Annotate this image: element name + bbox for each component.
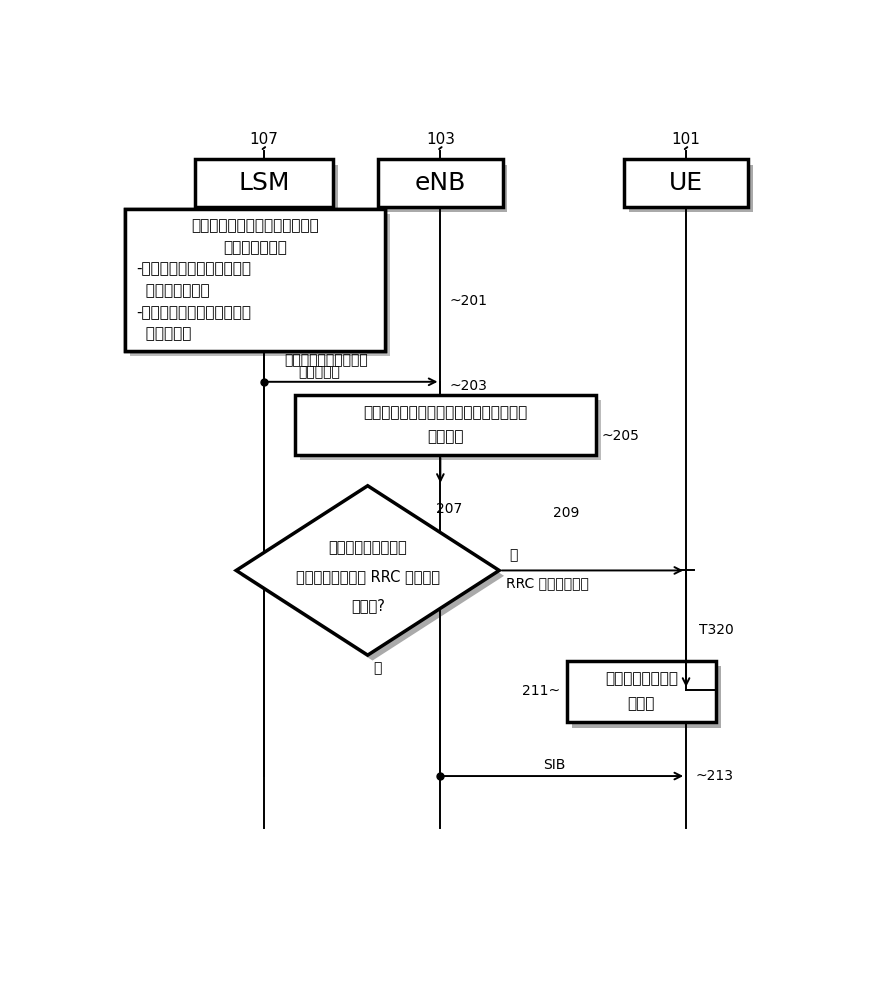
Text: 基于载波分布确定小区重新选择优先级和: 基于载波分布确定小区重新选择优先级和 [363,405,528,420]
Text: 207: 207 [436,502,462,516]
Text: 优先级: 优先级 [628,696,655,711]
Bar [125,209,385,351]
Text: 107: 107 [249,132,279,147]
Text: ~201: ~201 [449,294,488,308]
Bar [199,165,338,212]
Text: SIB: SIB [543,758,566,772]
Bar [378,159,503,207]
Polygon shape [241,491,504,661]
Bar [383,165,507,212]
Polygon shape [236,486,499,655]
Bar [629,165,753,212]
Bar [623,159,748,207]
Text: -基于载波分布选择确定搜索: -基于载波分布选择确定搜索 [136,305,251,320]
Text: T320: T320 [698,623,733,637]
Text: ~205: ~205 [602,429,639,443]
Bar [125,209,385,351]
Text: UE: UE [669,171,703,195]
Bar [567,661,716,722]
Text: 消息中?: 消息中? [351,598,385,613]
Text: 209: 209 [553,506,580,520]
Text: 是否允许将小区重新: 是否允许将小区重新 [329,540,407,555]
Bar [295,395,597,455]
Text: 删除小区重新选择: 删除小区重新选择 [605,672,678,687]
Text: 选择的方案: 选择的方案 [298,366,340,380]
Text: 选择优先级包括在 RRC 连接释放: 选择优先级包括在 RRC 连接释放 [296,569,439,584]
Text: 选择确定小区重新选择优先级和: 选择确定小区重新选择优先级和 [191,218,319,233]
Text: 搜索速率: 搜索速率 [428,429,463,444]
Text: 速率的方案: 速率的方案 [136,326,191,341]
Text: ~213: ~213 [695,769,733,783]
Bar [572,666,721,728]
Text: 103: 103 [426,132,455,147]
Bar [300,400,601,460]
Bar [130,214,390,356]
Text: RRC 连接释放消息: RRC 连接释放消息 [506,577,589,591]
Text: 211~: 211~ [522,684,560,698]
Text: 是: 是 [509,548,517,562]
Bar [195,159,333,207]
Text: ~203: ~203 [449,379,488,393]
Text: 小区重新选择优先级和: 小区重新选择优先级和 [285,353,369,367]
Text: eNB: eNB [414,171,466,195]
Text: 搜索速率的方案: 搜索速率的方案 [223,240,288,255]
Text: -运营商确定按照载波的小区: -运营商确定按照载波的小区 [136,261,251,276]
Text: 101: 101 [672,132,700,147]
Text: LSM: LSM [238,171,289,195]
Text: 否: 否 [373,661,381,675]
Text: 重新选择优先级: 重新选择优先级 [136,283,210,298]
